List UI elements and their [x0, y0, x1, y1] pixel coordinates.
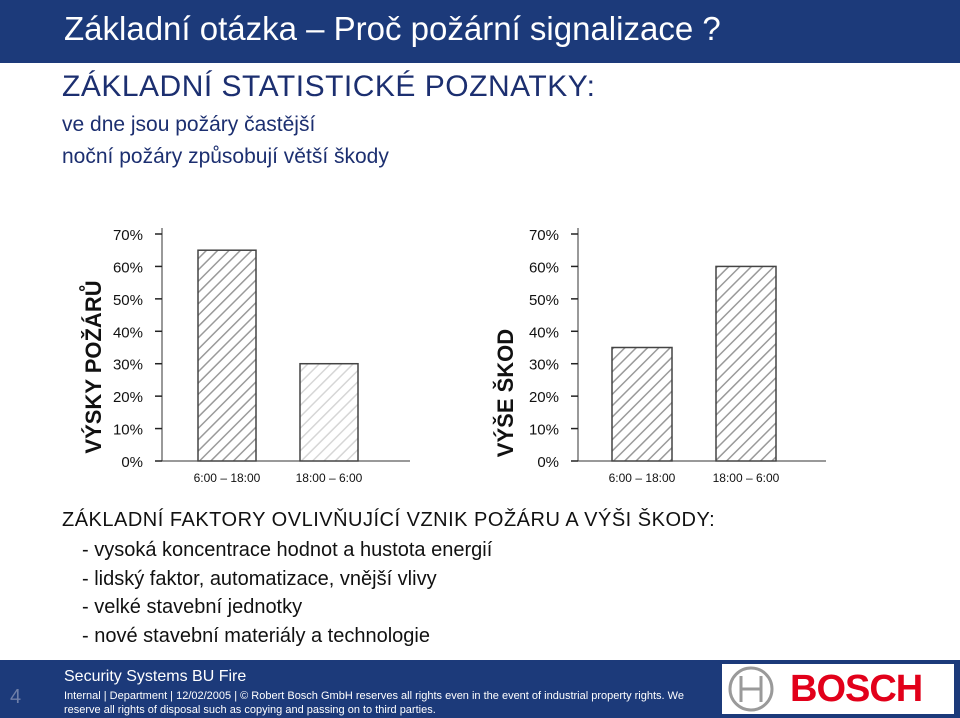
chart1-tick-label: 20%	[113, 389, 143, 406]
chart2-tick-label: 10%	[529, 422, 559, 439]
title-bar: Základní otázka – Proč požární signaliza…	[0, 0, 960, 63]
fire-count-chart: 0% 10% 20% 30% 40% 50% 60% 70% 6:00 – 18:00 18:00…	[113, 227, 410, 485]
chart2-category-label: 6:00 – 18:00	[609, 471, 676, 485]
factor-item: - lidský faktor, automatizace, vnější vl…	[82, 567, 437, 590]
chart1-category-label: 6:00 – 18:00	[194, 471, 261, 485]
chart2-bar	[715, 265, 777, 462]
chart2-tick-label: 40%	[529, 324, 559, 341]
chart1-tick-label: 10%	[113, 422, 143, 439]
statistics-heading: ZÁKLADNÍ STATISTICKÉ POZNATKY:	[62, 70, 596, 103]
chart1-tick-label: 40%	[113, 324, 143, 341]
chart2-tick-label: 30%	[529, 357, 559, 374]
factors-block: ZÁKLADNÍ FAKTORY OVLIVŇUJÍCÍ VZNIK POŽÁR…	[62, 509, 716, 650]
chart1-tick-label: 0%	[121, 454, 143, 471]
slide-number: 4	[10, 686, 22, 708]
factor-item: - nové stavební materiály a technologie	[82, 624, 430, 647]
chart1-category-label: 18:00 – 6:00	[296, 471, 363, 485]
factors-heading: ZÁKLADNÍ FAKTORY OVLIVŇUJÍCÍ VZNIK POŽÁR…	[62, 509, 716, 531]
bosch-wordmark: BOSCH	[790, 668, 923, 710]
chart2-tick-label: 0%	[537, 454, 559, 471]
page-title: Základní otázka – Proč požární signaliza…	[64, 10, 721, 47]
damage-chart: 0% 10% 20% 30% 40% 50% 60% 70% 6:00 – 18:00 18:00…	[529, 227, 826, 485]
footer-section: Security Systems BU Fire	[64, 668, 247, 685]
chart2-tick-label: 70%	[529, 227, 559, 244]
factor-item: - vysoká koncentrace hodnot a hustota en…	[82, 539, 493, 561]
factor-item: - velké stavební jednotky	[82, 596, 303, 618]
footer-legal: Internal | Department | 12/02/2005 | © R…	[64, 690, 684, 716]
chart1-tick-label: 60%	[113, 259, 143, 276]
chart1-bar	[197, 249, 257, 462]
statistic-line-day: ve dne jsou požáry častější	[62, 113, 316, 136]
statistic-line-night: noční požáry způsobují větší škody	[62, 145, 389, 168]
chart1-tick-label: 70%	[113, 227, 143, 244]
chart2-bar	[611, 346, 673, 462]
bosch-armature-icon	[728, 666, 774, 712]
chart1-tick-label: 30%	[113, 357, 143, 374]
chart1-bar	[299, 362, 359, 462]
chart2-tick-label: 50%	[529, 292, 559, 309]
bosch-logo: BOSCH	[722, 664, 954, 714]
chart2-category-label: 18:00 – 6:00	[713, 471, 780, 485]
chart2-tick-label: 20%	[529, 389, 559, 406]
chart2-tick-label: 60%	[529, 259, 559, 276]
chart1-tick-label: 50%	[113, 292, 143, 309]
